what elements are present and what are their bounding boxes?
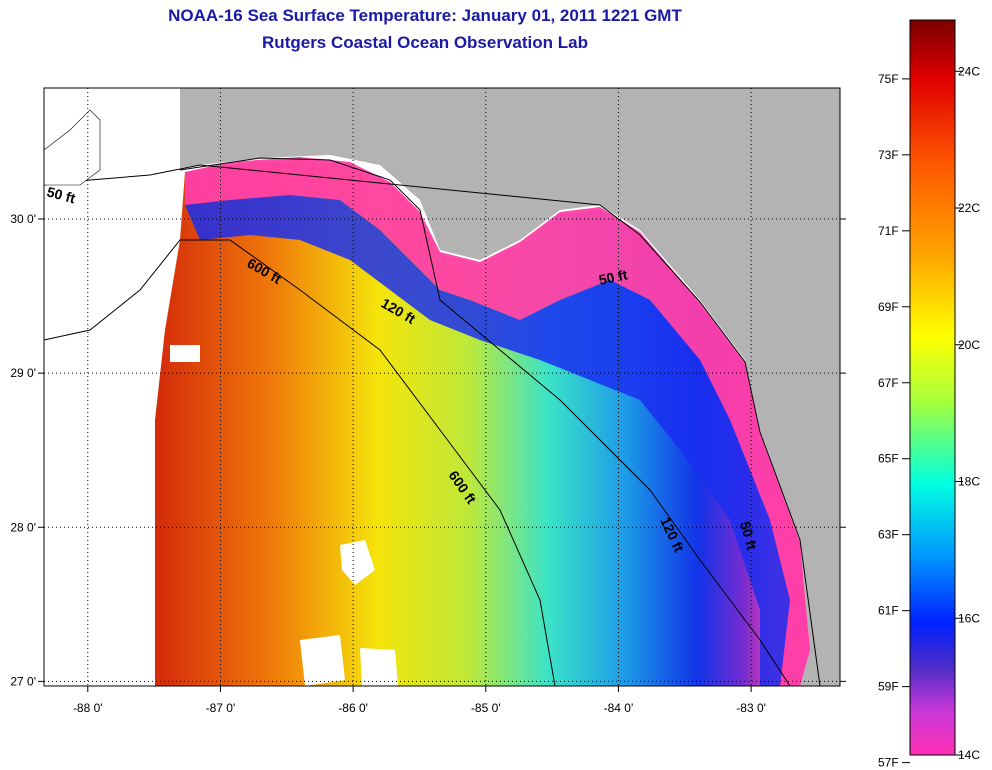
color-bar	[909, 19, 956, 756]
land-area	[180, 88, 840, 686]
lon-label: -88 0'	[73, 701, 103, 715]
graticule	[44, 88, 840, 686]
isobath-50ft	[44, 164, 821, 686]
inland-white	[44, 109, 101, 186]
lat-label: 27 0'	[10, 674, 36, 688]
white-patch	[300, 635, 345, 686]
fahrenheit-label: 59F	[878, 680, 899, 694]
fahrenheit-label: 71F	[878, 224, 899, 238]
lon-label: -86 0'	[338, 701, 368, 715]
white-patch	[170, 345, 200, 362]
coastal-cold-band	[185, 157, 810, 686]
white-patch	[340, 540, 375, 585]
map-title: NOAA-16 Sea Surface Temperature: January…	[168, 6, 682, 25]
celsius-label: 22C	[958, 201, 980, 215]
fahrenheit-label: 57F	[878, 756, 899, 770]
celsius-label: 16C	[958, 611, 980, 625]
isobath-120ft	[179, 157, 791, 686]
isobath-label: 50 ft	[45, 183, 77, 206]
fahrenheit-label: 75F	[878, 72, 899, 86]
map-border	[43, 87, 841, 687]
lat-label: 29 0'	[10, 366, 36, 380]
lat-label: 30 0'	[10, 212, 36, 226]
fahrenheit-label: 63F	[878, 528, 899, 542]
map-subtitle: Rutgers Coastal Ocean Observation Lab	[262, 33, 588, 52]
isobath-label: 50 ft	[597, 266, 629, 288]
fahrenheit-label: 61F	[878, 604, 899, 618]
celsius-label: 20C	[958, 338, 980, 352]
fahrenheit-label: 69F	[878, 300, 899, 314]
fahrenheit-label: 67F	[878, 376, 899, 390]
celsius-label: 18C	[958, 475, 980, 489]
isobath-label: 50 ft	[737, 520, 760, 552]
lon-label: -83 0'	[736, 701, 766, 715]
fahrenheit-label: 65F	[878, 452, 899, 466]
lon-label: -87 0'	[206, 701, 236, 715]
celsius-label: 24C	[958, 64, 980, 78]
lon-label: -84 0'	[604, 701, 634, 715]
lon-label: -85 0'	[471, 701, 501, 715]
lat-label: 28 0'	[10, 520, 36, 534]
fahrenheit-label: 73F	[878, 148, 899, 162]
celsius-label: 14C	[958, 748, 980, 762]
isobath-600ft	[44, 239, 556, 686]
blue-band	[185, 195, 790, 686]
white-patch	[360, 648, 398, 686]
